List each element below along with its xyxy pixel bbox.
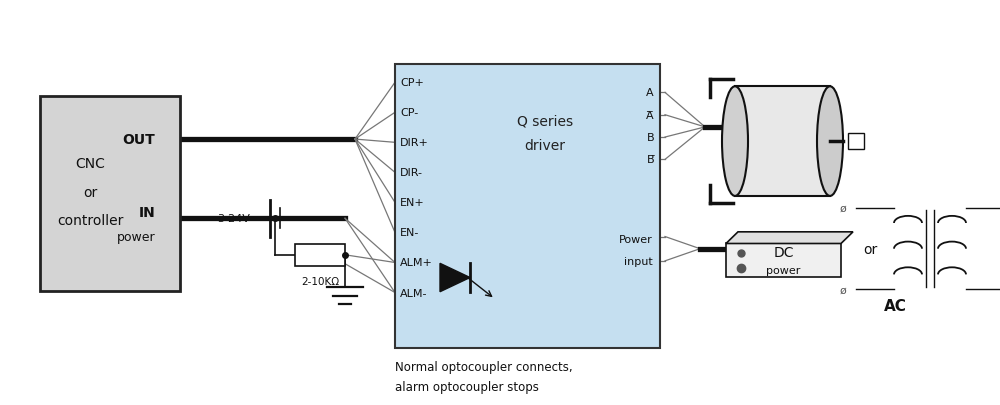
Text: driver: driver: [524, 139, 566, 153]
Bar: [295, 244, 345, 266]
Text: B: B: [646, 133, 654, 143]
Text: or: or: [83, 185, 97, 199]
Text: power: power: [766, 266, 801, 276]
FancyBboxPatch shape: [395, 65, 660, 348]
Text: power: power: [116, 230, 155, 243]
Bar: [735, 87, 830, 196]
Text: OUT: OUT: [122, 133, 155, 147]
Text: input: input: [624, 256, 653, 266]
Text: CP-: CP-: [400, 108, 418, 118]
Text: 2-10KΩ: 2-10KΩ: [301, 276, 339, 286]
Bar: [848, 134, 864, 150]
Text: ø: ø: [839, 204, 846, 213]
Text: EN-: EN-: [400, 228, 419, 238]
Text: 3-24V: 3-24V: [217, 214, 250, 224]
Text: DIR-: DIR-: [400, 168, 423, 178]
Text: CP+: CP+: [400, 78, 424, 88]
Text: Q series: Q series: [517, 115, 573, 128]
Text: ALM+: ALM+: [400, 258, 433, 268]
Text: DIR+: DIR+: [400, 138, 429, 148]
Text: controller: controller: [57, 214, 123, 228]
Ellipse shape: [817, 87, 843, 196]
Text: AC: AC: [884, 298, 906, 313]
Polygon shape: [726, 232, 853, 244]
Text: ø: ø: [839, 285, 846, 294]
Text: A̅: A̅: [646, 111, 654, 120]
Text: ALM-: ALM-: [400, 288, 428, 298]
Polygon shape: [440, 264, 470, 292]
FancyBboxPatch shape: [40, 97, 180, 292]
Text: or: or: [863, 242, 877, 256]
Text: DC: DC: [773, 245, 794, 260]
Text: alarm optocoupler stops: alarm optocoupler stops: [395, 380, 539, 393]
Text: A: A: [646, 88, 654, 98]
Bar: [726, 244, 841, 277]
Ellipse shape: [722, 87, 748, 196]
Text: Normal optocoupler connects,: Normal optocoupler connects,: [395, 360, 573, 373]
Text: CNC: CNC: [75, 157, 105, 171]
Text: Power: Power: [619, 234, 653, 244]
Text: EN+: EN+: [400, 198, 425, 208]
Text: B̅: B̅: [646, 155, 654, 165]
Text: IN: IN: [138, 206, 155, 220]
